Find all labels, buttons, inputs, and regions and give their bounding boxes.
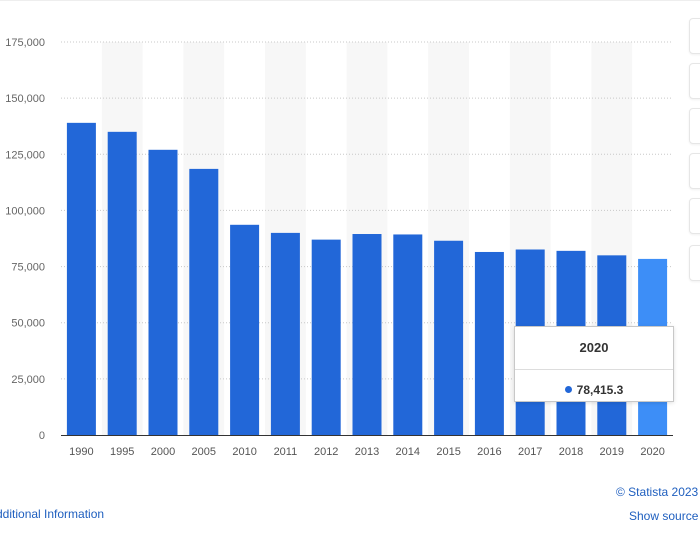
x-tick-label: 2018 xyxy=(559,446,583,458)
x-tick-label: 2000 xyxy=(151,446,175,458)
side-tab-4[interactable] xyxy=(689,153,700,189)
bar-2014[interactable] xyxy=(393,234,423,435)
x-tick-label: 2013 xyxy=(355,446,379,458)
bar-2000[interactable] xyxy=(148,149,178,435)
x-axis-tick-labels: 1990 1995 2000 2005 2010 2011 2012 2013 2014 2015… xyxy=(69,446,665,458)
y-tick-label: 50,000 xyxy=(11,318,45,330)
tooltip-value-row: 78,415.3 xyxy=(515,370,673,402)
y-tick-label: 0 xyxy=(39,430,45,442)
side-tab-6[interactable] xyxy=(689,245,700,281)
bar-2012[interactable] xyxy=(311,239,341,435)
top-divider xyxy=(0,0,700,1)
x-tick-label: 2019 xyxy=(600,446,624,458)
tooltip-value: 78,415.3 xyxy=(576,383,624,397)
x-tick-label: 1990 xyxy=(69,446,93,458)
x-tick-label: 2014 xyxy=(396,446,420,458)
y-tick-label: 125,000 xyxy=(5,149,45,161)
x-tick-label: 2011 xyxy=(274,446,298,458)
side-tab-1[interactable] xyxy=(689,18,700,54)
bar-2010[interactable] xyxy=(230,224,260,435)
x-tick-label: 2020 xyxy=(640,446,664,458)
y-tick-label: 75,000 xyxy=(11,262,45,274)
show-source-link[interactable]: Show source xyxy=(629,509,699,523)
bar-2013[interactable] xyxy=(352,234,382,435)
side-tab-2[interactable] xyxy=(689,63,700,99)
x-tick-label: 2012 xyxy=(314,446,338,458)
series-marker-dot-icon xyxy=(564,386,572,393)
y-axis-tick-labels: 0 25,000 50,000 75,000 100,000 125,000 150,000… xyxy=(5,37,45,442)
bar-2015[interactable] xyxy=(434,240,464,435)
side-tab-5[interactable] xyxy=(689,198,700,234)
x-tick-label: 2016 xyxy=(477,446,501,458)
x-tick-label: 2017 xyxy=(518,446,542,458)
y-tick-label: 175,000 xyxy=(5,37,45,49)
statista-credit-link[interactable]: © Statista 2023 xyxy=(616,485,699,499)
bar-2005[interactable] xyxy=(189,168,219,435)
tooltip-title: 2020 xyxy=(515,327,673,370)
side-tab-3[interactable] xyxy=(689,108,700,144)
additional-information-link[interactable]: dditional Information xyxy=(0,507,105,521)
bar-1995[interactable] xyxy=(107,131,137,436)
x-tick-label: 2015 xyxy=(436,446,460,458)
x-tick-label: 2005 xyxy=(192,446,216,458)
y-tick-label: 25,000 xyxy=(11,374,45,386)
bar-1990[interactable] xyxy=(66,122,96,436)
y-tick-label: 150,000 xyxy=(5,93,45,105)
bars xyxy=(66,122,668,436)
y-tick-label: 100,000 xyxy=(5,205,45,217)
bar-2011[interactable] xyxy=(270,232,300,435)
x-tick-label: 2010 xyxy=(232,446,256,458)
bar-2016[interactable] xyxy=(474,251,504,435)
x-tick-label: 1995 xyxy=(110,446,134,458)
bar-chart: 0 25,000 50,000 75,000 100,000 125,000 150,000… xyxy=(5,37,673,458)
chart-tooltip: 2020 78,415.3 xyxy=(514,326,674,402)
